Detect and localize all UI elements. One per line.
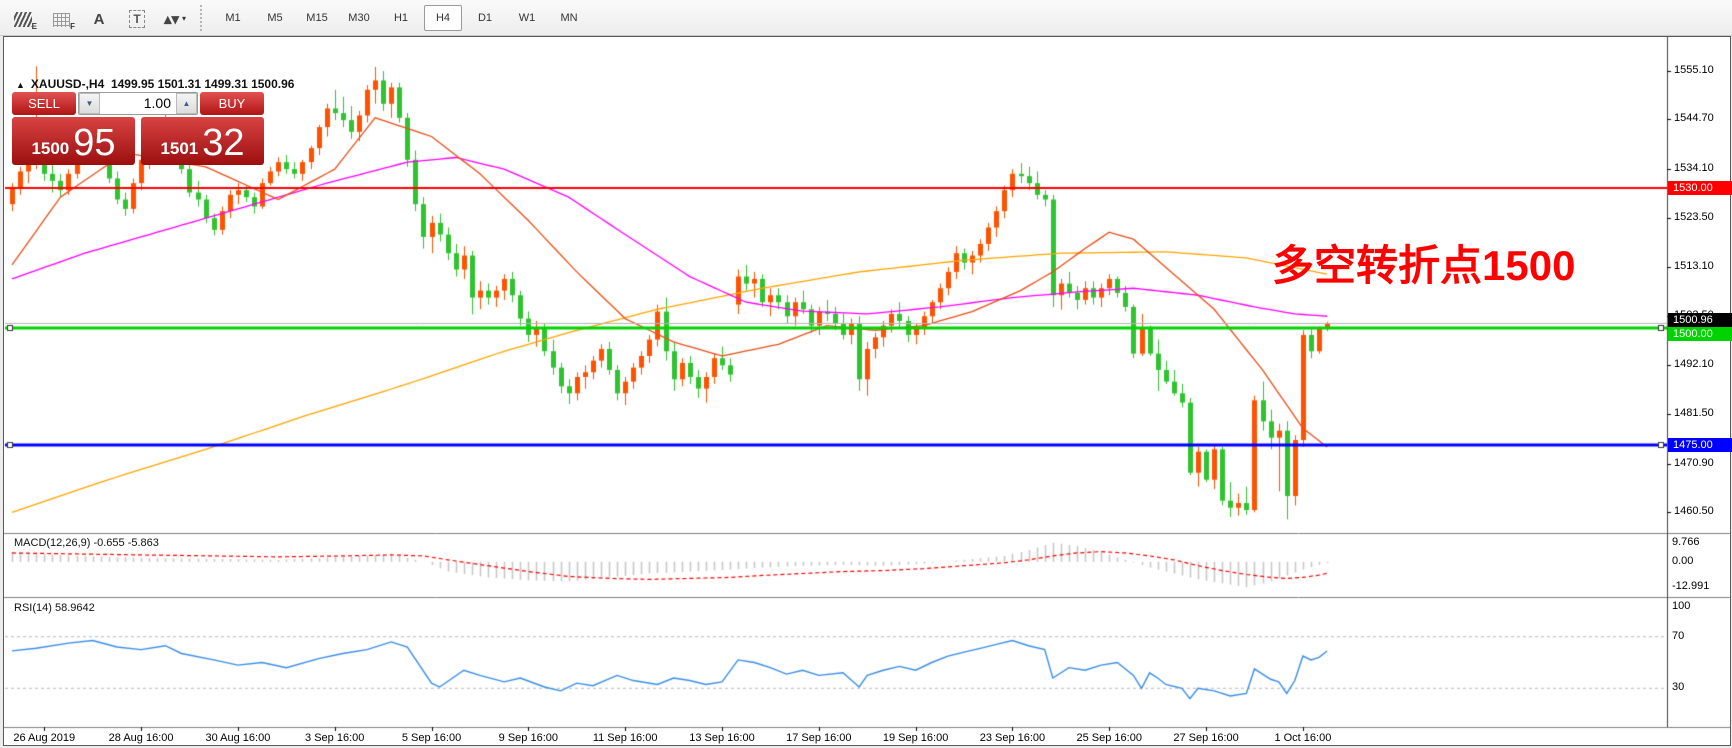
price-axis-label: 1481.50 [1674,407,1714,420]
drawing-tools-group: E F A T ▴▾ ▾ [0,5,190,31]
volume-input[interactable]: 1.00 [143,95,171,111]
volume-spinner: ▼ 1.00 ▲ [78,92,198,115]
date-axis-label: 3 Sep 16:00 [305,732,365,744]
buy-price-small: 1501 [160,139,199,158]
chart-text-annotation: 多空转折点1500 [1272,242,1576,289]
symbol-label: XAUUSD-,H4 [30,77,105,91]
date-axis-label: 30 Aug 16:00 [205,732,271,744]
date-axis-label: 5 Sep 16:00 [401,732,462,744]
rsi-axis-label: 100 [1672,600,1691,612]
sell-button[interactable]: SELL [12,92,76,115]
ohlc-values: 1499.95 1501.31 1499.31 1500.96 [110,77,295,91]
macd-axis-label: 0.00 [1672,554,1694,567]
collapse-arrow-icon[interactable]: ▲ [16,80,25,90]
chart-ohlc-title: ▲ XAUUSD-,H4 1499.95 1501.31 1499.31 1500… [16,77,294,91]
price-axis-label: 1523.50 [1674,211,1714,224]
rsi-axis-label: 70 [1672,629,1685,642]
hline-price-label: 1475.00 [1668,437,1732,452]
hline-price-label: 1500.00 [1668,327,1732,342]
macd-axis-label: -12.991 [1672,580,1710,593]
text-label-icon[interactable]: A [93,10,105,28]
chart-window: 1555.101544.701534.101523.501513.101502.… [3,36,1732,746]
date-axis-label: 17 Sep 16:00 [786,732,852,744]
date-axis-label: 1 Oct 16:00 [1274,732,1332,744]
chart-canvas[interactable] [4,37,1730,745]
date-axis-label: 19 Sep 16:00 [882,732,949,744]
macd-axis-label: 9.766 [1672,535,1700,548]
one-click-trade-panel: SELL ▼ 1.00 ▲ BUY 1500 95 1501 32 [12,92,264,165]
toolbar: E F A T ▴▾ ▾ M1 M5 M15 M30 H1 H4 D1 W1 MN [0,0,1732,36]
price-axis-label: 1492.10 [1674,357,1714,370]
sell-price-big: 95 [73,122,116,164]
rsi-indicator-label: RSI(14) 58.9642 [14,602,95,614]
timeframe-m1[interactable]: M1 [225,11,241,24]
timeframe-h4[interactable]: H4 [424,4,462,31]
sell-price-small: 1500 [31,139,70,158]
timeframe-group: M1 M5 M15 M30 H1 H4 D1 W1 MN [212,4,590,31]
buy-button[interactable]: BUY [200,92,264,115]
date-axis-label: 28 Aug 16:00 [108,732,174,744]
date-axis-label: 23 Sep 16:00 [979,732,1046,744]
date-axis-label: 25 Sep 16:00 [1076,732,1142,744]
fibonacci-icon[interactable]: F [46,5,76,31]
date-axis-label: 13 Sep 16:00 [689,732,755,744]
date-axis-label: 9 Sep 16:00 [498,732,559,744]
price-axis-label: 1470.90 [1674,456,1714,469]
volume-decrease-button[interactable]: ▼ [79,93,100,114]
timeframe-d1[interactable]: D1 [477,11,493,24]
buy-price-big: 32 [202,122,245,164]
text-box-icon[interactable]: T [122,5,152,31]
volume-increase-button[interactable]: ▲ [176,93,197,114]
timeframe-m5[interactable]: M5 [267,11,283,24]
price-axis-label: 1513.10 [1674,259,1714,272]
price-axis-label: 1534.10 [1674,161,1714,174]
timeframe-m15[interactable]: M15 [306,11,328,24]
rsi-axis-label: 30 [1672,681,1685,694]
macd-indicator-label: MACD(12,26,9) -0.655 -5.863 [14,537,159,549]
price-axis-label: 1544.70 [1674,112,1714,125]
price-axis-label: 1460.50 [1674,505,1714,518]
timeframe-h1[interactable]: H1 [393,11,409,24]
hline-price-label: 1530.00 [1668,180,1732,195]
price-axis-label: 1555.10 [1674,63,1714,76]
buy-price-tile[interactable]: 1501 32 [141,117,264,165]
date-axis-label: 11 Sep 16:00 [592,732,658,744]
equidistant-channel-icon[interactable]: E [8,5,38,31]
date-axis-label: 27 Sep 16:00 [1173,732,1239,744]
arrows-icon[interactable]: ▴▾ ▾ [163,10,187,28]
timeframe-w1[interactable]: W1 [518,11,536,24]
timeframe-m30[interactable]: M30 [348,11,370,24]
toolbar-separator [200,4,206,31]
date-axis-label: 26 Aug 2019 [13,732,76,744]
bid-price-label: 1500.96 [1668,313,1732,328]
timeframe-mn[interactable]: MN [560,11,578,24]
sell-price-tile[interactable]: 1500 95 [12,117,135,165]
